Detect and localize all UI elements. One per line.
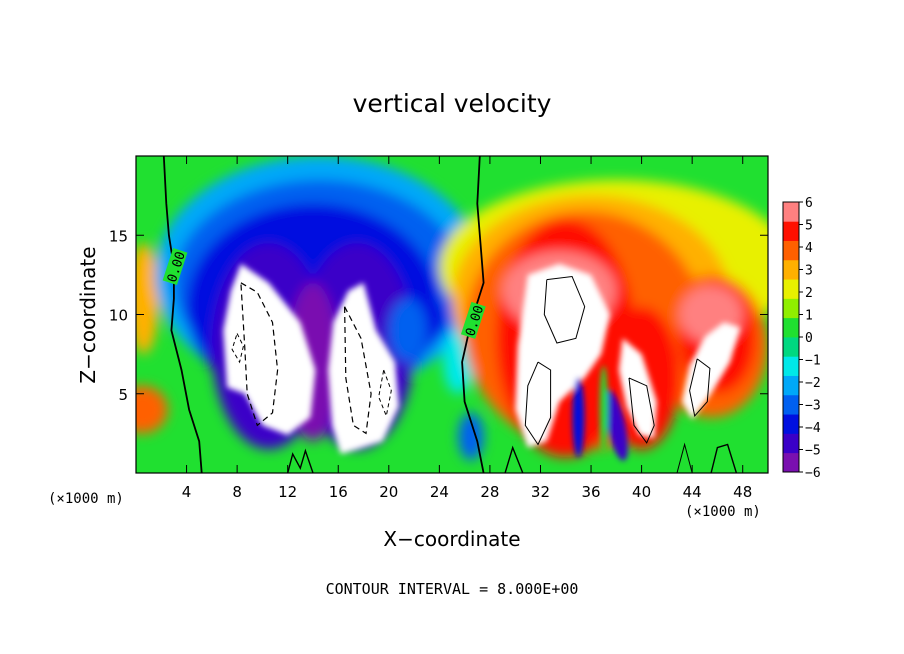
downdraft-core-left [223, 263, 316, 435]
field-core-layer [223, 263, 741, 461]
x-axis-label: X−coordinate [383, 527, 520, 551]
zero-contour-low [504, 445, 524, 473]
y-axis-label: Z−coordinate [76, 246, 100, 383]
colorbar-swatch [783, 279, 799, 299]
zero-contour-low [710, 443, 738, 473]
downdraft-streak [604, 390, 628, 461]
colorbar-label: 3 [805, 264, 813, 279]
colorbar-label: −4 [805, 421, 821, 436]
downdraft-streak [572, 377, 585, 458]
colorbar-label: 4 [805, 241, 813, 256]
neutral-streak [599, 365, 608, 454]
colorbar-swatch [783, 433, 799, 454]
positive-contour-right-1 [628, 377, 655, 444]
updraft-right-2 [682, 322, 741, 420]
downdraft-low-cell [458, 412, 484, 461]
colorbar-swatch [783, 337, 799, 357]
x-tick-label: 16 [329, 483, 348, 501]
colorbar-swatch [783, 259, 799, 280]
y-axis-ticks: 5 10 15 [109, 227, 768, 404]
x-tick-label: 40 [632, 483, 651, 501]
colorbar-label: 1 [805, 309, 813, 324]
colorbar-label: −1 [805, 354, 821, 369]
y-tick-label: 5 [118, 386, 128, 404]
zero-contour-left [162, 156, 203, 473]
x-tick-label: 8 [232, 483, 242, 501]
colorbar: 6 5 4 3 2 1 0 −1 −2 −3 −4 −5 −6 [782, 196, 821, 481]
colorbar-swatch [783, 356, 799, 376]
x-tick-label: 20 [379, 483, 398, 501]
negative-contour-left-small [231, 333, 244, 364]
colorbar-label: −5 [805, 444, 821, 459]
x-unit-left: (×1000 m) [48, 491, 124, 507]
zero-contour-low [287, 448, 314, 473]
colorbar-label: 0 [805, 331, 813, 346]
y-tick-label: 10 [109, 307, 128, 325]
x-tick-label: 24 [430, 483, 449, 501]
positive-contour-low [524, 361, 552, 446]
negative-contour-center-small [378, 369, 392, 418]
positive-contour-top [543, 275, 586, 344]
negative-contour-center [344, 306, 372, 435]
colorbar-label: −2 [805, 376, 821, 391]
colorbar-label: 5 [805, 219, 813, 234]
colorbar-swatch [783, 394, 799, 415]
x-unit-right: (×1000 m) [685, 504, 761, 520]
chart-title: vertical velocity [353, 89, 552, 118]
colorbar-swatch [783, 221, 799, 241]
x-tick-label: 12 [278, 483, 297, 501]
positive-contour-right-2 [689, 358, 711, 417]
warm-patch-left-edge [136, 243, 159, 355]
colorbar-swatch [783, 202, 799, 222]
velocity-field [136, 156, 768, 473]
contour-interval-note: CONTOUR INTERVAL = 8.000E+00 [326, 580, 579, 598]
x-tick-label: 44 [683, 483, 702, 501]
negative-contour-left [240, 282, 279, 427]
updraft-core-main [515, 263, 610, 448]
colorbar-swatch [783, 375, 799, 396]
colorbar-swatch [783, 240, 799, 261]
updraft-right-1 [618, 338, 657, 439]
colorbar-swatch [783, 414, 799, 434]
x-tick-label: 32 [531, 483, 550, 501]
downdraft-small-cell [420, 298, 446, 337]
x-axis-ticks: 4 8 12 16 20 24 28 32 36 40 44 48 [182, 156, 752, 501]
downdraft-core-center [328, 282, 399, 454]
x-tick-label: 4 [182, 483, 192, 501]
contour-label-bg [162, 248, 188, 285]
positive-contour-low-right [676, 442, 693, 473]
colorbar-label: −3 [805, 399, 821, 414]
downdraft-right-fringe [388, 298, 427, 363]
contour-label-bg [460, 301, 486, 339]
x-tick-label: 36 [581, 483, 600, 501]
x-tick-label: 48 [733, 483, 752, 501]
colorbar-label: −6 [805, 466, 821, 481]
colorbar-swatch [783, 317, 799, 338]
y-tick-label: 15 [109, 227, 128, 245]
warm-patch-left-low [136, 385, 168, 434]
x-tick-label: 28 [480, 483, 499, 501]
colorbar-label: 2 [805, 286, 813, 301]
colorbar-swatch [783, 452, 799, 473]
colorbar-label: 6 [805, 196, 813, 211]
colorbar-swatch [783, 298, 799, 319]
